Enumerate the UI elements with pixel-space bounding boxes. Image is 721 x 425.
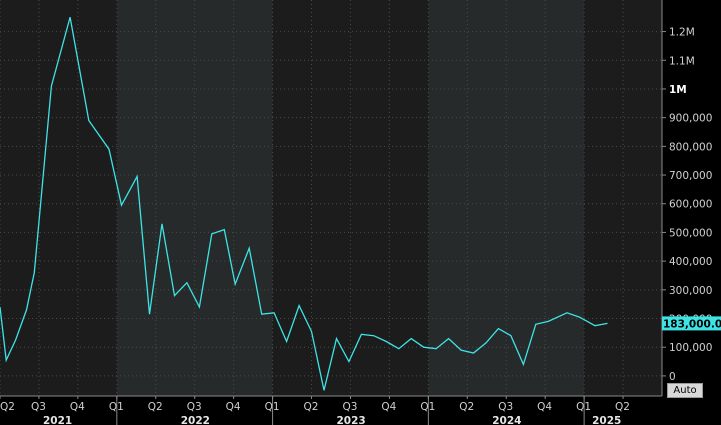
x-tick-label: Q2 [148,401,163,413]
y-tick-label: 100,000 [669,342,712,354]
year-label: 2023 [336,415,365,425]
x-tick-label: Q1 [265,401,280,413]
y-tick-label: 500,000 [669,227,712,239]
year-band-2023 [272,0,429,396]
x-tick-label: Q2 [0,401,15,413]
y-tick-label: 1M [669,84,687,96]
year-label: 2025 [592,415,621,425]
y-tick-label: 300,000 [669,285,712,297]
x-tick-label: Q3 [342,401,357,413]
y-tick-label: 900,000 [669,113,712,125]
x-tick-label: Q3 [31,401,46,413]
y-tick-label: 0 [669,371,676,383]
x-tick-label: Q4 [226,401,241,413]
y-tick-label: 1.2M [669,27,695,39]
auto-scale-button[interactable]: Auto [667,383,703,398]
x-tick-label: Q3 [498,401,513,413]
x-tick-label: Q3 [187,401,202,413]
y-tick-label: 800,000 [669,141,712,153]
series-line-0 [0,17,608,391]
last-value-label: 183,000.00 [663,318,721,330]
last-value-badge: 183,000.00 [662,316,721,331]
x-tick-label: Q2 [304,401,319,413]
x-tick-label: Q4 [381,401,396,413]
last-value-box [662,316,721,331]
x-axis-background [0,396,721,425]
year-band-2024 [428,0,585,396]
y-tick-label: 400,000 [669,256,712,268]
year-label: 2022 [181,415,210,425]
year-band-2025 [584,0,662,396]
x-tick-label: Q1 [576,401,591,413]
year-band-2022 [116,0,273,396]
y-tick-label: 600,000 [669,199,712,211]
y-tick-label: 700,000 [669,170,712,182]
x-tick-label: Q2 [459,401,474,413]
year-label: 2021 [43,415,72,425]
y-tick-label: 1.1M [669,55,695,67]
series-line [0,17,608,391]
plot-background [0,0,662,396]
x-axis[interactable]: Q2 Q3 Q4 Q1 Q2 Q3 Q4 Q1 Q2 Q3 Q4 Q1 Q2 Q3 Q4 Q1 Q2 2021 20… [0,395,721,425]
x-tick-label: Q2 [615,401,630,413]
y-axis[interactable]: 1.2M 1.1M 1M 900,000 800,000 700,000 600,000 50… [661,0,712,396]
x-tick-label: Q1 [420,401,435,413]
year-label: 2024 [492,415,521,425]
x-tick-label: Q4 [70,401,85,413]
x-tick-label: Q4 [537,401,552,413]
x-tick-label: Q1 [109,401,124,413]
